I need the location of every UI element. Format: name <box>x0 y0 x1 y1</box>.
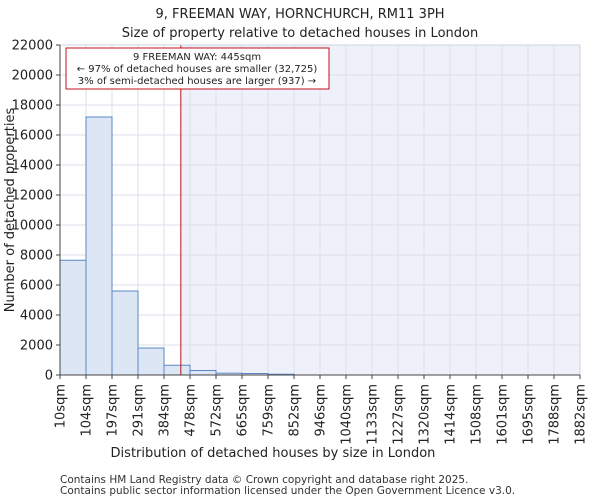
y-tick-label: 0 <box>45 369 53 384</box>
chart-title-line1: 9, FREEMAN WAY, HORNCHURCH, RM11 3PH <box>155 7 444 22</box>
histogram-bar-10sqm <box>59 259 87 376</box>
annotation-line2: ← 97% of detached houses are smaller (32… <box>77 64 318 75</box>
y-tick-label: 14000 <box>12 159 53 174</box>
y-tick-label: 20000 <box>12 69 53 84</box>
x-tick-label: 291sqm <box>132 384 147 437</box>
x-tick-label: 1227sqm <box>392 384 407 445</box>
x-tick-label: 1788sqm <box>548 384 563 445</box>
annotation-line3: 3% of semi-detached houses are larger (9… <box>78 76 316 87</box>
x-tick-label: 1133sqm <box>366 384 381 445</box>
x-tick-label: 384sqm <box>158 384 173 437</box>
y-tick-label: 16000 <box>12 129 53 144</box>
x-tick-label: 572sqm <box>210 384 225 437</box>
x-tick-label: 1695sqm <box>522 384 537 445</box>
histogram-bar-478sqm <box>189 370 217 376</box>
histogram-bar-104sqm <box>85 116 113 376</box>
y-tick-label: 10000 <box>12 219 53 234</box>
x-tick-label: 665sqm <box>236 384 251 437</box>
x-tick-label: 1320sqm <box>418 384 433 445</box>
x-tick-label: 104sqm <box>80 384 95 437</box>
x-tick-label: 852sqm <box>288 384 303 437</box>
larger-region-shade <box>180 45 581 375</box>
histogram-bar-197sqm <box>111 290 139 376</box>
x-tick-label: 478sqm <box>184 384 199 437</box>
x-tick-label: 1040sqm <box>340 384 355 445</box>
y-tick-label: 6000 <box>20 279 53 294</box>
y-tick-label: 18000 <box>12 99 53 114</box>
y-tick-label: 4000 <box>20 309 53 324</box>
x-tick-label: 1601sqm <box>496 384 511 445</box>
histogram-bar-291sqm <box>137 347 165 376</box>
footer-line2: Contains public sector information licen… <box>60 485 515 497</box>
annotation-box <box>65 47 330 90</box>
histogram-bar-384sqm <box>163 364 191 376</box>
annotation-line1: 9 FREEMAN WAY: 445sqm <box>133 52 261 63</box>
x-tick-label: 1508sqm <box>470 384 485 445</box>
property-annotation: 9 FREEMAN WAY: 445sqm ← 97% of detached … <box>65 47 330 90</box>
x-tick-label: 1414sqm <box>444 384 459 445</box>
y-tick-label: 12000 <box>12 189 53 204</box>
y-tick-label: 8000 <box>20 249 53 264</box>
y-tick-label: 2000 <box>20 339 53 354</box>
footer-line1: Contains HM Land Registry data © Crown c… <box>60 474 468 486</box>
y-tick-label: 22000 <box>12 39 53 54</box>
x-tick-label: 759sqm <box>262 384 277 437</box>
chart-title-line2: Size of property relative to detached ho… <box>122 26 478 41</box>
x-tick-label: 197sqm <box>106 384 121 437</box>
x-tick-label: 1882sqm <box>574 384 589 445</box>
y-axis-label: Number of detached properties <box>3 108 18 313</box>
x-tick-label: 946sqm <box>314 384 329 437</box>
x-tick-label: 10sqm <box>54 384 69 428</box>
x-axis-label: Distribution of detached houses by size … <box>111 446 436 461</box>
